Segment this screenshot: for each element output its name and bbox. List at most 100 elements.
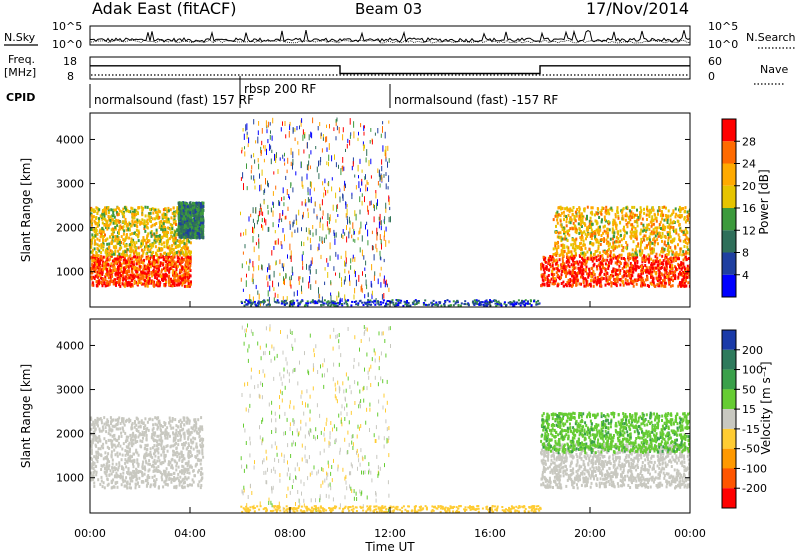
power-pixel [607,231,610,235]
power-pixel [596,212,599,216]
power-pixel [120,265,123,269]
power-pixel [170,235,173,239]
power-pixel [634,267,637,271]
power-pixel [201,236,204,239]
power-pixel [107,226,110,230]
power-pixel [179,235,182,239]
power-pixel [687,217,690,221]
power-pixel [564,230,567,234]
power-pixel [125,224,128,228]
power-pixel [133,241,136,245]
power-pixel [605,241,608,245]
power-pixel [665,262,668,266]
power-pixel [586,205,589,209]
power-pixel [675,251,678,255]
power-pixel [640,281,643,285]
power-pixel [102,212,105,216]
power-pixel [170,267,173,271]
power-pixel [157,258,160,262]
power-pixel [560,239,563,243]
power-pixel [640,278,643,282]
power-pixel [363,125,365,131]
power-pixel [687,257,690,260]
power-pixel [137,258,140,262]
power-pixel [201,221,204,225]
power-pixel [628,220,631,224]
power-pixel [105,255,108,259]
power-pixel [198,203,201,207]
power-pixel [637,244,639,248]
power-pixel [685,218,688,222]
power-pixel [112,282,115,286]
power-pixel [157,274,160,278]
power-pixel [149,211,152,215]
power-pixel [184,270,187,274]
power-pixel [174,279,177,282]
power-pixel [638,216,641,220]
power-pixel [318,287,319,294]
power-pixel [94,231,97,235]
power-pixel [619,271,621,275]
power-pixel [589,272,592,276]
power-pixel [119,264,122,267]
power-pixel [164,228,167,232]
power-pixel [154,237,157,241]
power-pixel [172,239,175,243]
power-pixel [201,208,204,212]
power-pixel [260,184,262,191]
power-pixel [602,225,605,229]
power-pixel [259,184,261,192]
power-pixel [298,209,300,216]
power-pixel [102,248,105,252]
power-pixel [634,248,637,252]
power-pixel [98,249,101,253]
power-pixel [183,244,186,248]
power-pixel [177,264,179,268]
power-pixel [324,267,326,271]
power-pixel [614,246,617,250]
power-pixel [622,249,625,253]
power-pixel [667,247,670,251]
power-pixel [189,269,192,272]
power-pixel [651,270,654,274]
power-pixel [625,222,628,226]
power-pixel [95,254,98,257]
power-pixel [96,273,99,277]
power-pixel [599,210,602,214]
power-pixel [196,225,199,229]
power-pixel [157,246,160,250]
power-pixel [601,238,604,242]
power-pixel [385,279,387,286]
power-pixel [283,265,284,272]
power-pixel [587,283,590,287]
power-pixel [301,176,303,182]
power-pixel [190,225,193,229]
power-pixel [568,233,571,237]
power-pixel [198,234,201,238]
power-pixel [292,162,293,170]
power-pixel [109,277,112,281]
power-pixel [345,257,347,264]
power-pixel [111,227,114,231]
power-pixel [578,231,581,235]
power-pixel [556,284,559,288]
power-pixel [646,267,649,271]
power-pixel [167,209,170,213]
power-pixel [113,266,116,270]
power-pixel [319,160,321,166]
power-pixel [562,269,565,273]
power-pixel [133,208,136,212]
power-pixel [554,277,556,281]
power-pixel [138,219,141,223]
power-pixel [334,154,335,160]
power-pixel [629,235,632,239]
power-pixel [625,282,628,286]
power-pixel [128,274,130,278]
power-pixel [178,262,181,266]
power-pixel [661,239,663,243]
power-pixel [666,275,668,278]
power-pixel [144,245,147,249]
power-pixel [376,248,378,253]
power-pixel [122,238,125,242]
power-pixel [593,280,596,284]
